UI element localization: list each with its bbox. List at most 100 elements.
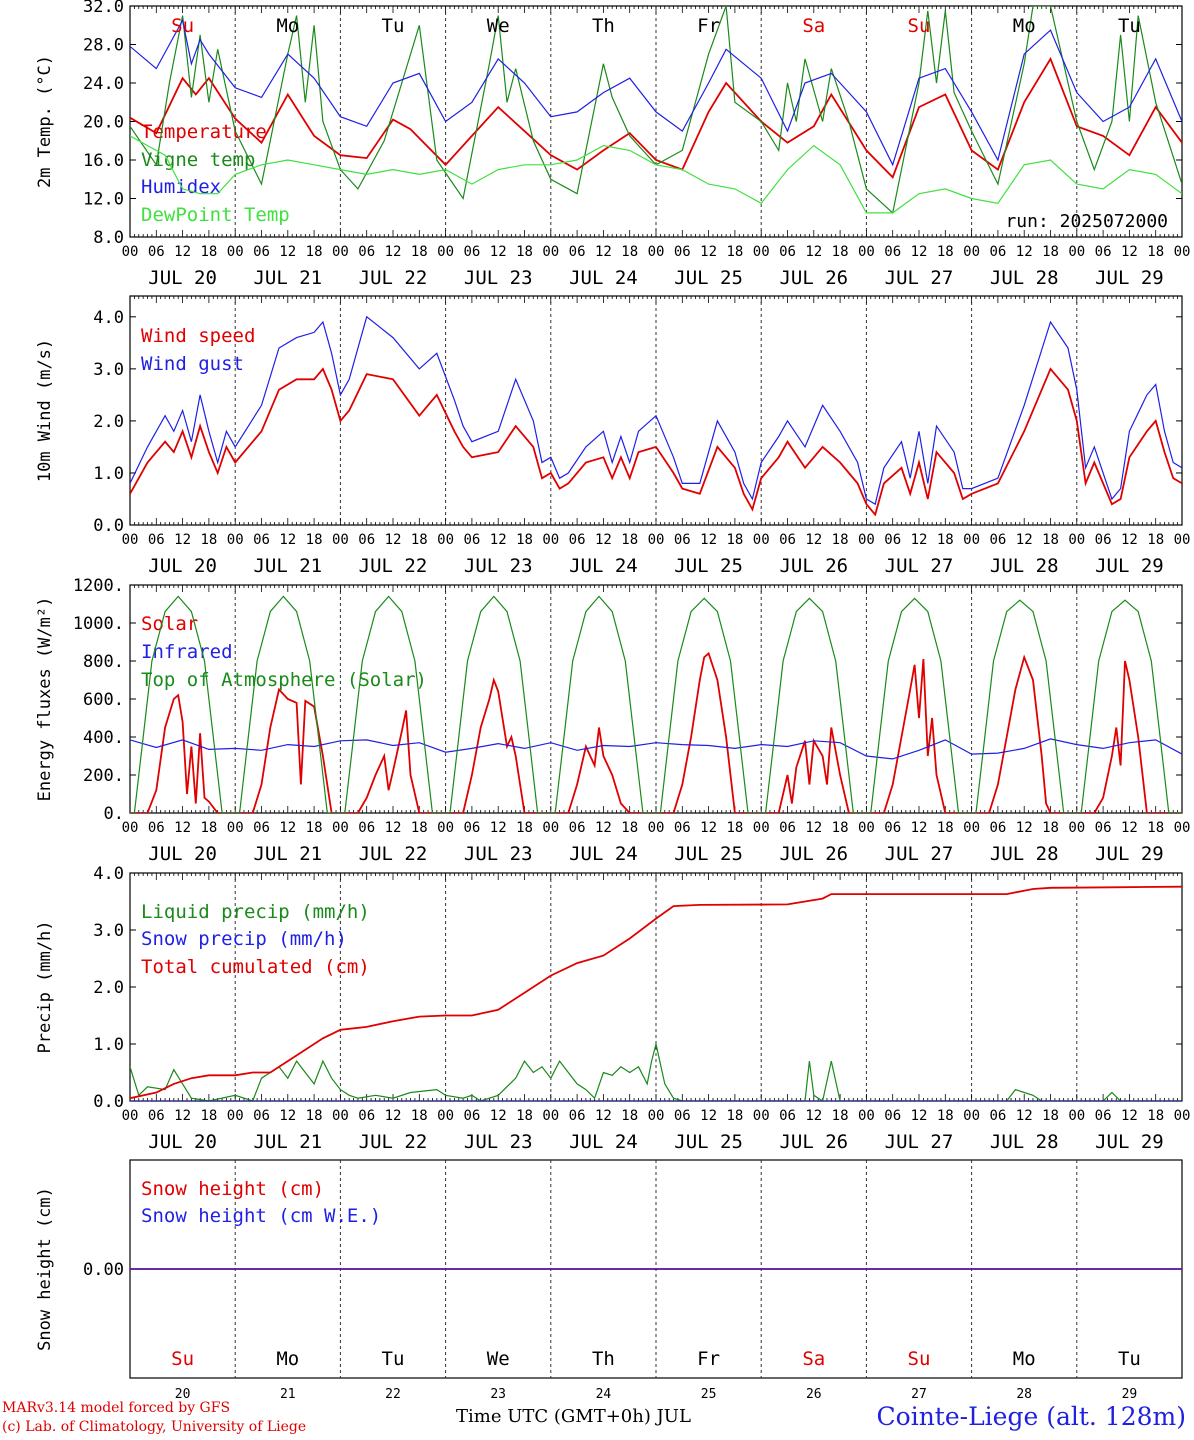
date-label: JUL 20 <box>148 1131 217 1153</box>
hour-label: 00 <box>753 1108 770 1124</box>
weekday-label: We <box>487 15 510 37</box>
hour-label: 12 <box>911 1108 928 1124</box>
weekday-label: Fr <box>697 15 720 37</box>
hour-label: 12 <box>805 820 822 836</box>
weekday-label: Mo <box>276 15 299 37</box>
date-label: JUL 20 <box>148 267 217 289</box>
hour-label: 18 <box>937 820 954 836</box>
hour-label: 12 <box>385 820 402 836</box>
hour-label: 18 <box>726 820 743 836</box>
date-label: JUL 25 <box>674 1131 743 1153</box>
hour-label: 00 <box>227 1108 244 1124</box>
day-number: 29 <box>1122 1387 1138 1402</box>
hour-label: 00 <box>963 1108 980 1124</box>
hour-label: 00 <box>122 532 139 548</box>
hour-label: 18 <box>937 532 954 548</box>
legend-entry: Infrared <box>141 641 233 663</box>
hour-label: 00 <box>122 1108 139 1124</box>
hour-label: 12 <box>595 1108 612 1124</box>
hour-label: 00 <box>122 820 139 836</box>
y-tick-label: 1.0 <box>93 1035 124 1055</box>
legend-entry: Wind gust <box>141 353 244 375</box>
hour-label: 00 <box>332 532 349 548</box>
hour-label: 00 <box>122 244 139 260</box>
y-tick-label: 200. <box>83 766 124 786</box>
station-title: Cointe-Liege (alt. 128m) <box>876 1402 1186 1431</box>
hour-label: 12 <box>490 532 507 548</box>
hour-label: 00 <box>542 1108 559 1124</box>
date-label: JUL 21 <box>253 1131 322 1153</box>
hour-label: 12 <box>700 532 717 548</box>
date-label: JUL 26 <box>779 267 848 289</box>
hour-label: 06 <box>674 244 691 260</box>
y-tick-label: 24.0 <box>83 74 124 94</box>
date-label: JUL 29 <box>1095 1131 1164 1153</box>
y-tick-label: 1.0 <box>93 464 124 484</box>
hour-label: 12 <box>174 244 191 260</box>
day-number: 25 <box>701 1387 717 1402</box>
hour-label: 00 <box>963 820 980 836</box>
series-line-humidex <box>130 18 1182 167</box>
hour-label: 00 <box>332 1108 349 1124</box>
y-tick-label: 3.0 <box>93 921 124 941</box>
hour-label: 12 <box>700 1108 717 1124</box>
hour-label: 00 <box>858 244 875 260</box>
hour-label: 18 <box>1042 1108 1059 1124</box>
series-line-wind-gust <box>130 315 1182 506</box>
hour-label: 06 <box>463 820 480 836</box>
hour-label: 00 <box>1068 1108 1085 1124</box>
hour-label: 00 <box>963 244 980 260</box>
weekday-label: Mo <box>1013 1348 1036 1370</box>
hour-label: 00 <box>332 244 349 260</box>
hour-label: 12 <box>174 532 191 548</box>
weekday-label: Th <box>592 15 615 37</box>
date-label: JUL 23 <box>464 555 533 577</box>
y-tick-label: 0. <box>104 804 124 824</box>
date-label: JUL 21 <box>253 843 322 865</box>
hour-label: 18 <box>306 1108 323 1124</box>
series-line-top-of-atmosphere-solar- <box>130 595 1182 813</box>
hour-label: 00 <box>542 820 559 836</box>
hour-label: 00 <box>963 532 980 548</box>
hour-label: 00 <box>648 1108 665 1124</box>
hour-label: 12 <box>174 1108 191 1124</box>
hour-label: 18 <box>1147 532 1164 548</box>
hour-label: 00 <box>648 244 665 260</box>
date-label: JUL 24 <box>569 843 638 865</box>
hour-label: 06 <box>463 1108 480 1124</box>
weekday-label: Tu <box>1118 1348 1141 1370</box>
weekday-label: Mo <box>1013 15 1036 37</box>
hour-label: 00 <box>1174 1108 1191 1124</box>
hour-label: 18 <box>621 244 638 260</box>
y-tick-label: 600. <box>83 690 124 710</box>
y-axis-title: Precip (mm/h) <box>35 920 55 1053</box>
hour-label: 18 <box>937 1108 954 1124</box>
hour-label: 06 <box>463 244 480 260</box>
y-tick-label: 1200. <box>73 576 124 596</box>
hour-label: 18 <box>306 244 323 260</box>
date-label: JUL 25 <box>674 843 743 865</box>
hour-label: 06 <box>779 820 796 836</box>
hour-label: 06 <box>569 532 586 548</box>
hour-label: 06 <box>884 532 901 548</box>
hour-label: 12 <box>911 532 928 548</box>
weekday-label: Fr <box>697 1348 720 1370</box>
date-label: JUL 21 <box>253 267 322 289</box>
hour-label: 00 <box>753 532 770 548</box>
hour-label: 12 <box>385 532 402 548</box>
hour-label: 18 <box>937 244 954 260</box>
hour-label: 06 <box>989 820 1006 836</box>
series-line-total-cumulated-cm- <box>130 885 1182 1100</box>
hour-label: 00 <box>227 244 244 260</box>
hour-label: 06 <box>989 1108 1006 1124</box>
legend-entry: DewPoint Temp <box>141 204 290 226</box>
weekday-label: Tu <box>382 15 405 37</box>
day-number: 28 <box>1016 1387 1032 1402</box>
date-label: JUL 24 <box>569 1131 638 1153</box>
hour-label: 12 <box>805 532 822 548</box>
date-label: JUL 28 <box>990 1131 1059 1153</box>
hour-label: 18 <box>726 244 743 260</box>
hour-label: 18 <box>411 244 428 260</box>
hour-label: 18 <box>1042 532 1059 548</box>
series-line-solar <box>130 651 1182 813</box>
